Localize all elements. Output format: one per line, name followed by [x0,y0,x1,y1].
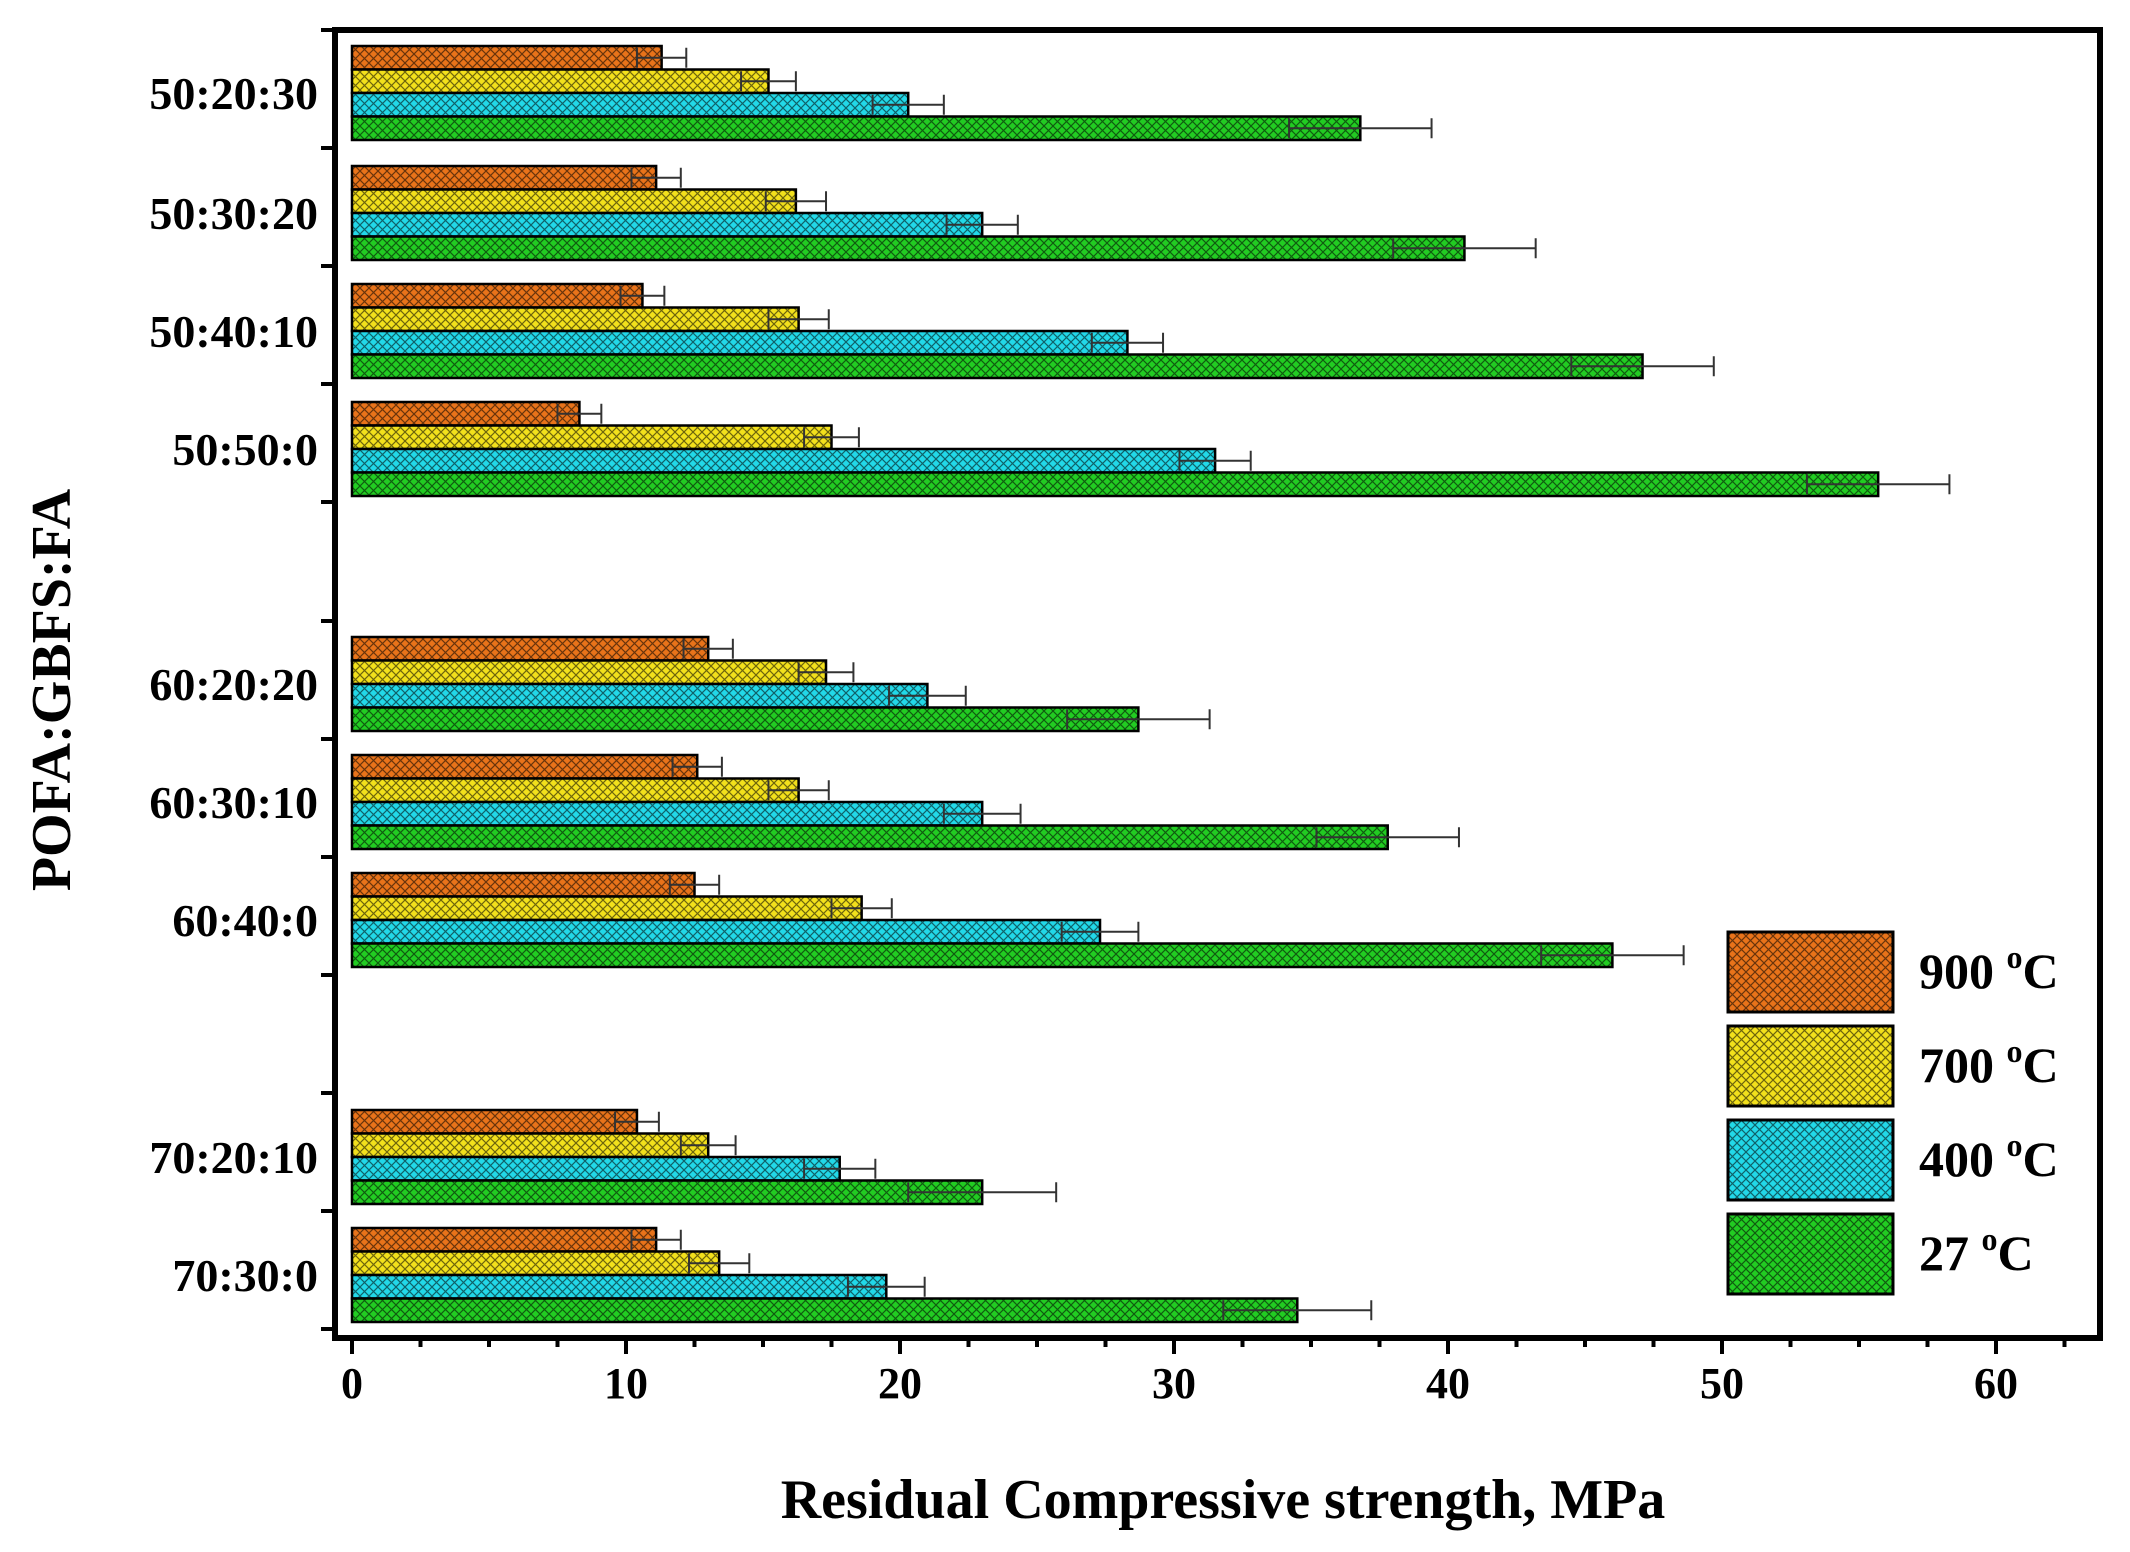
bar-hatch [352,1228,657,1252]
bar-hatch [352,1157,840,1181]
bar-hatch [352,189,796,213]
bar-hatch [352,802,983,826]
bar-group-70-20-10 [350,1108,1058,1206]
category-label: 50:40:10 [149,306,318,357]
x-axis-title: Residual Compressive strength, MPa [781,1469,1666,1531]
category-label: 60:30:10 [149,777,318,828]
bar-hatch [352,660,827,684]
bar-hatch [352,449,1216,473]
legend-swatch-hatch [1728,1214,1893,1294]
x-tick-label: 40 [1426,1359,1470,1408]
bar-hatch [352,425,832,449]
legend-label: 400 oC [1919,1127,2059,1187]
x-tick-label: 0 [341,1359,363,1408]
x-tick-label: 50 [1700,1359,1744,1408]
category-label: 60:20:20 [149,659,318,710]
category-label: 50:20:30 [149,68,318,119]
legend-swatch-hatch [1728,1026,1893,1106]
bar-hatch [352,236,1465,260]
bar-group-60-20-20 [350,635,1211,733]
plot-area: 0 10 20 30 40 50 60 50:20:30 50:30:20 50:40:10 50:… [149,27,2103,1408]
x-tick-label: 60 [1974,1359,2018,1408]
category-label: 70:20:10 [149,1132,318,1183]
bar-hatch [352,920,1101,944]
bar-hatch [352,1180,983,1204]
bar-hatch [352,825,1388,849]
bar-hatch [352,778,799,802]
legend: 900 oC 700 oC 400 oC 27 oC [1726,930,2059,1296]
legend-swatch-hatch [1728,1120,1893,1200]
bar-group-60-30-10 [350,753,1460,851]
bar-hatch [352,46,662,70]
bar-hatch [352,116,1361,140]
x-tick-label: 20 [878,1359,922,1408]
bar-hatch [352,307,799,331]
bar-group-50-50-0 [350,400,1951,498]
bar-hatch [352,1298,1298,1322]
bar-hatch [352,354,1643,378]
x-tick-label: 10 [604,1359,648,1408]
category-label: 50:30:20 [149,188,318,239]
bar-hatch [352,707,1139,731]
legend-item-27: 27 oC [1726,1212,2034,1296]
bar-hatch [352,637,709,661]
bar-hatch [352,284,643,308]
bar-hatch [352,755,698,779]
bar-hatch [352,1251,720,1275]
plot-frame [332,27,2103,1341]
bar-hatch [352,402,580,426]
category-label: 70:30:0 [172,1250,318,1301]
y-axis-title: POFA:GBFS:FA [21,488,83,891]
x-tick-label: 30 [1152,1359,1196,1408]
bar-hatch [352,1133,709,1157]
bar-hatch [352,1275,887,1299]
bar-group-60-40-0 [350,871,1685,969]
bar-hatch [352,166,657,190]
bar-hatch [352,873,695,897]
legend-item-400: 400 oC [1726,1118,2059,1202]
bar-group-50-40-10 [350,282,1715,380]
legend-label: 27 oC [1919,1221,2034,1281]
bar-hatch [352,331,1128,355]
legend-item-700: 700 oC [1726,1024,2059,1108]
category-label: 50:50:0 [172,424,318,475]
legend-item-900: 900 oC [1726,930,2059,1014]
bar-hatch [352,93,909,117]
legend-label: 900 oC [1919,939,2059,999]
bar-hatch [352,943,1613,967]
bar-hatch [352,1110,637,1134]
legend-label: 700 oC [1919,1033,2059,1093]
bar-hatch [352,472,1879,496]
bar-group-50-30-20 [350,164,1537,262]
legend-swatch-hatch [1728,932,1893,1012]
bar-hatch [352,684,928,708]
bar-hatch [352,213,983,237]
bar-group-70-30-0 [350,1226,1373,1324]
category-label: 60:40:0 [172,895,318,946]
bar-group-50-20-30 [350,44,1433,142]
bar-hatch [352,896,862,920]
bar-hatch [352,69,769,93]
